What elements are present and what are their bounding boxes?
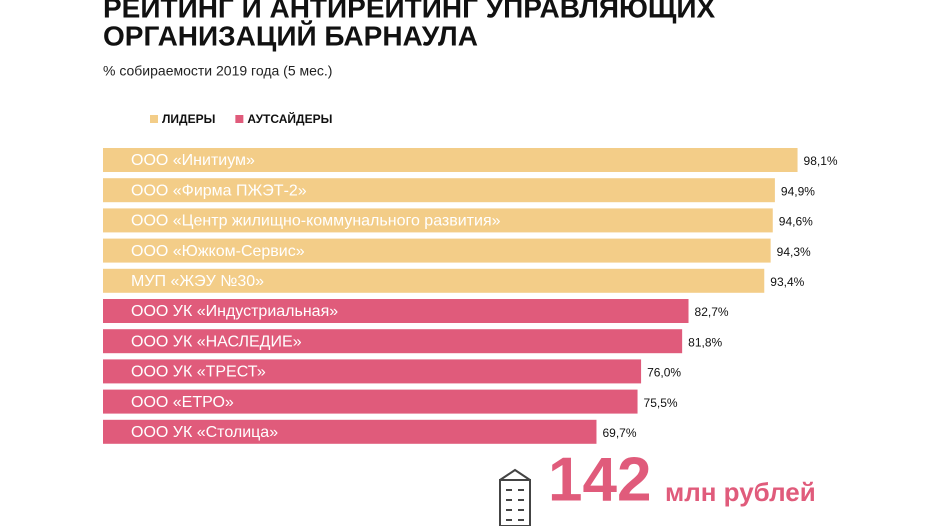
value-label: 98,1% [804,154,838,168]
building-icon [499,468,531,526]
value-label: 82,7% [695,305,729,319]
bar [103,268,765,293]
chart-title: РЕЙТИНГ И АНТИРЕЙТИНГ УПРАВЛЯЮЩИХ [103,0,716,23]
value-label: 93,4% [770,275,804,289]
bar-label: МУП «ЖЭУ №30» [131,273,264,290]
bar [103,359,642,384]
annotation-unit: млн рублей [665,477,816,507]
annotation-number: 142 [548,445,651,514]
bar-label: ООО УК «ТРЕСТ» [131,364,266,381]
bar-label: ООО «Центр жилищно-коммунального развити… [131,213,501,230]
chart-title: ОРГАНИЗАЦИЙ БАРНАУЛА [103,19,478,51]
legend-swatch [150,115,158,123]
value-label: 94,6% [779,215,813,229]
bar-label: ООО «ЕТРО» [131,394,234,411]
legend-label: ЛИДЕРЫ [162,112,215,126]
value-label: 69,7% [602,426,636,440]
bar [103,238,771,263]
bar [103,299,689,323]
bar-label: ООО «Инитиум» [131,152,255,169]
bar-label: ООО «Южком-Сервис» [131,243,305,260]
bar-label: ООО УК «НАСЛЕДИЕ» [131,333,302,350]
value-label: 94,9% [781,184,815,198]
bar [103,148,798,172]
bar [103,419,597,444]
value-label: 75,5% [644,396,678,410]
bar [103,208,773,233]
bar [103,329,683,354]
bar-label: ООО «Фирма ПЖЭТ-2» [131,182,307,199]
bar [103,178,775,203]
value-label: 94,3% [777,245,811,259]
value-label: 76,0% [647,366,681,380]
bar-label: ООО УК «Индустриальная» [131,303,338,320]
bar-label: ООО УК «Столица» [131,424,278,441]
legend-swatch [235,115,244,123]
legend-label: АУТСАЙДЕРЫ [247,111,332,126]
value-label: 81,8% [688,335,722,349]
bar [103,389,638,414]
chart-subtitle: % собираемости 2019 года (5 мес.) [103,63,332,79]
